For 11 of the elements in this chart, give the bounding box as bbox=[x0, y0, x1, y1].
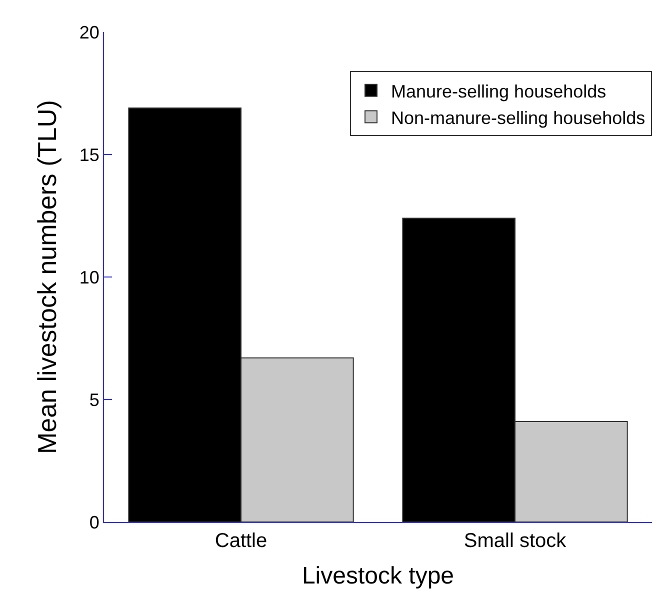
y-tick-label: 5 bbox=[89, 390, 100, 410]
legend-label: Manure-selling households bbox=[391, 81, 606, 102]
y-tick-label: 0 bbox=[89, 512, 100, 532]
x-axis-title: Livestock type bbox=[302, 562, 454, 590]
x-tick-label: Small stock bbox=[464, 530, 568, 552]
x-tick-label: Cattle bbox=[214, 530, 268, 552]
legend-label: Non-manure-selling households bbox=[391, 108, 646, 128]
y-tick-label: 15 bbox=[79, 144, 100, 165]
y-axis-title: Mean livestock numbers (TLU) bbox=[32, 100, 62, 454]
y-tick-label: 20 bbox=[79, 22, 100, 42]
y-tick-label: 10 bbox=[79, 267, 100, 288]
